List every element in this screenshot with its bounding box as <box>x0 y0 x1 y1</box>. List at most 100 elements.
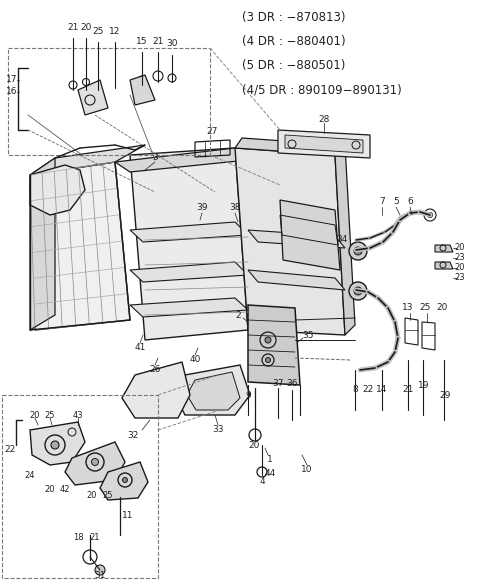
Circle shape <box>265 357 271 363</box>
Polygon shape <box>435 245 453 252</box>
Polygon shape <box>278 130 370 158</box>
Text: 33: 33 <box>212 425 224 435</box>
Text: 30: 30 <box>166 40 178 49</box>
Text: 29: 29 <box>439 391 451 400</box>
Text: 24: 24 <box>25 470 35 480</box>
Text: 35: 35 <box>302 331 314 339</box>
Polygon shape <box>235 138 340 155</box>
Polygon shape <box>248 230 345 248</box>
Circle shape <box>95 565 105 575</box>
Polygon shape <box>248 270 345 290</box>
Text: 19: 19 <box>418 380 430 390</box>
Polygon shape <box>130 262 248 282</box>
Text: 8: 8 <box>352 386 358 394</box>
Text: 28: 28 <box>318 115 330 125</box>
Text: (3 DR : −870813): (3 DR : −870813) <box>242 12 346 25</box>
Text: 26: 26 <box>149 366 161 374</box>
Polygon shape <box>122 362 190 418</box>
Polygon shape <box>187 372 240 410</box>
Text: 25: 25 <box>45 411 55 419</box>
Text: 21: 21 <box>90 534 100 542</box>
Text: 20: 20 <box>30 411 40 419</box>
Text: 36: 36 <box>286 378 298 387</box>
Text: 2: 2 <box>235 311 241 319</box>
Text: 14: 14 <box>376 386 388 394</box>
Circle shape <box>354 287 362 295</box>
Circle shape <box>265 337 271 343</box>
Text: 13: 13 <box>402 304 414 312</box>
Text: (5 DR : −880501): (5 DR : −880501) <box>242 60 346 73</box>
Text: 3: 3 <box>152 153 158 163</box>
Circle shape <box>51 441 59 449</box>
Circle shape <box>349 242 367 260</box>
Text: 5: 5 <box>393 198 399 207</box>
Polygon shape <box>130 222 248 242</box>
Text: 16: 16 <box>6 88 18 97</box>
Polygon shape <box>30 422 85 465</box>
Circle shape <box>428 212 432 218</box>
Text: 39: 39 <box>196 204 208 212</box>
Text: 22: 22 <box>4 446 16 455</box>
Circle shape <box>354 247 362 255</box>
Text: 25: 25 <box>420 304 431 312</box>
Text: 17: 17 <box>6 75 18 84</box>
Text: 20: 20 <box>248 441 260 449</box>
Text: 38: 38 <box>229 204 241 212</box>
Polygon shape <box>115 148 248 172</box>
Text: 20: 20 <box>436 304 448 312</box>
Text: 7: 7 <box>379 198 385 207</box>
Polygon shape <box>30 158 55 330</box>
Polygon shape <box>65 442 125 485</box>
Text: 9: 9 <box>245 391 251 400</box>
Text: 20: 20 <box>45 486 55 494</box>
Text: 22: 22 <box>362 386 373 394</box>
Polygon shape <box>285 135 363 153</box>
Text: 4: 4 <box>259 477 265 487</box>
Polygon shape <box>30 165 85 215</box>
Text: 37: 37 <box>272 378 284 387</box>
Polygon shape <box>130 148 248 340</box>
Polygon shape <box>78 80 108 115</box>
Polygon shape <box>130 75 155 105</box>
Text: 32: 32 <box>127 431 139 439</box>
Text: 20: 20 <box>87 490 97 500</box>
Text: (4 DR : −880401): (4 DR : −880401) <box>242 36 346 49</box>
Polygon shape <box>30 162 130 330</box>
Text: 34: 34 <box>336 236 348 245</box>
Circle shape <box>92 459 98 466</box>
Text: 6: 6 <box>407 198 413 207</box>
Text: (4/5 DR : 890109−890131): (4/5 DR : 890109−890131) <box>242 84 402 97</box>
Circle shape <box>349 282 367 300</box>
Text: 21: 21 <box>67 23 79 33</box>
Polygon shape <box>435 262 453 269</box>
Polygon shape <box>30 145 145 175</box>
Text: 27: 27 <box>206 128 218 136</box>
Text: 40: 40 <box>189 356 201 364</box>
Text: 15: 15 <box>136 37 148 46</box>
Text: 20: 20 <box>455 243 465 253</box>
Text: 12: 12 <box>109 27 120 36</box>
Text: 42: 42 <box>60 486 70 494</box>
Polygon shape <box>130 298 248 317</box>
Text: 25: 25 <box>103 490 113 500</box>
Text: 20: 20 <box>80 23 92 33</box>
Polygon shape <box>175 365 250 415</box>
Polygon shape <box>100 462 148 500</box>
Text: 41: 41 <box>134 343 146 353</box>
Text: 31: 31 <box>94 570 106 580</box>
Circle shape <box>122 477 128 483</box>
Text: 20: 20 <box>455 263 465 273</box>
Text: 23: 23 <box>455 274 465 283</box>
Text: 25: 25 <box>92 27 104 36</box>
Text: 21: 21 <box>152 37 164 46</box>
Text: 43: 43 <box>72 411 84 419</box>
Polygon shape <box>248 305 300 385</box>
Text: 18: 18 <box>72 534 84 542</box>
Polygon shape <box>280 200 340 270</box>
Text: 44: 44 <box>264 470 276 479</box>
Text: 11: 11 <box>122 511 134 519</box>
Polygon shape <box>235 148 345 335</box>
Polygon shape <box>335 145 355 335</box>
Text: 21: 21 <box>402 386 414 394</box>
Text: 23: 23 <box>455 253 465 263</box>
